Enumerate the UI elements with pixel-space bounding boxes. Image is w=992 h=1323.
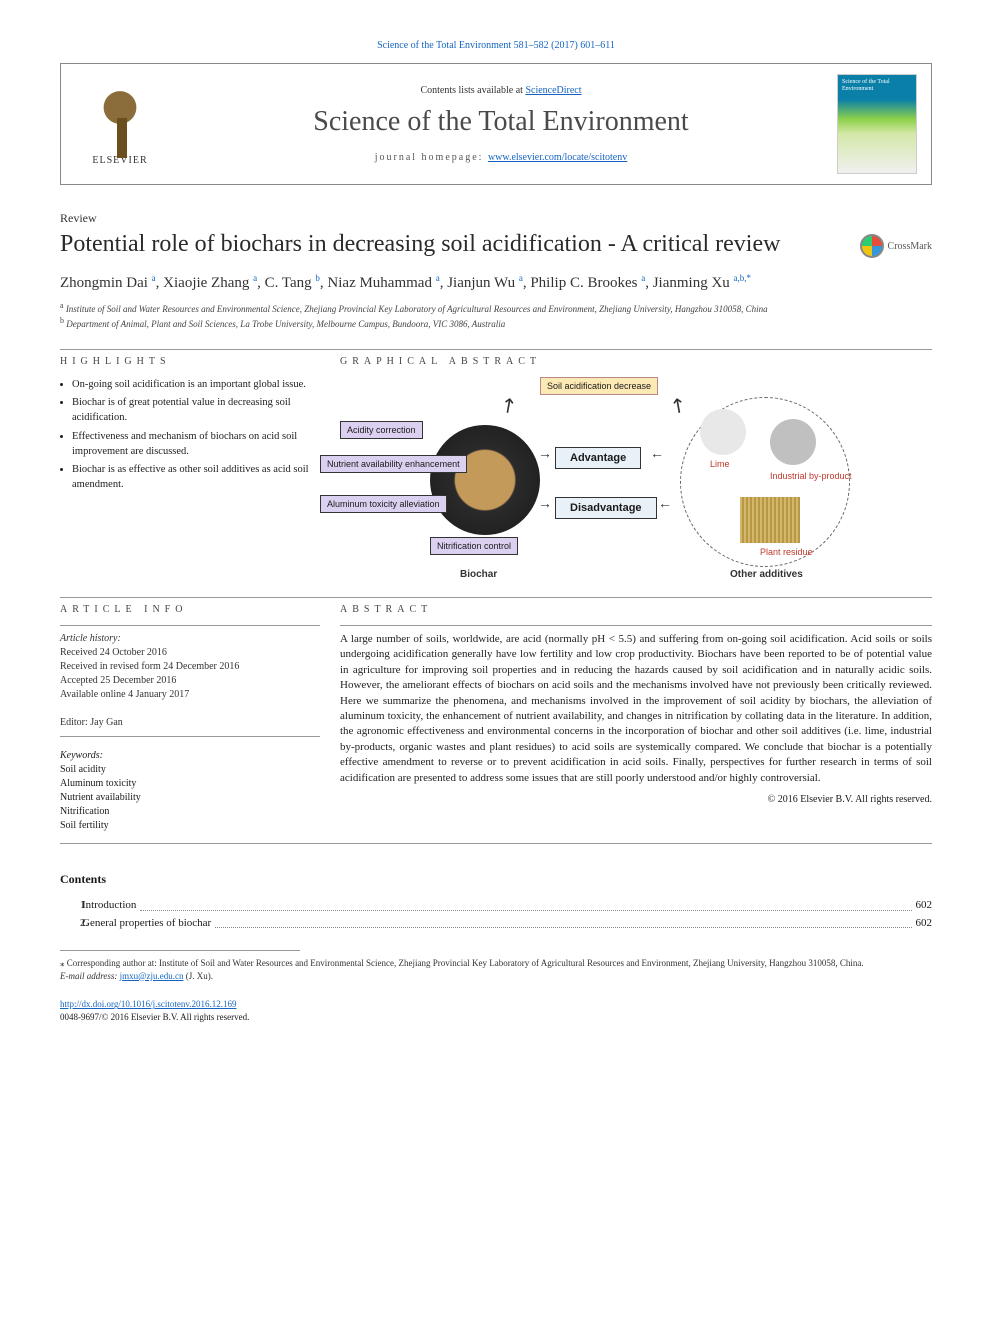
ga-other-label: Other additives [730,569,803,580]
ga-biochar-circle [430,425,540,535]
ga-arrow-icon: ← [658,495,672,511]
journal-cover-thumb: Science of the Total Environment [837,74,917,174]
ga-arrow-icon: ↗ [494,390,522,420]
toc-dots [215,915,911,929]
received-date: Received 24 October 2016 [60,646,320,660]
keyword-item: Nutrient availability [60,791,320,805]
journal-title: Science of the Total Environment [165,106,837,138]
corresponding-author: ⁎ Corresponding author at: Institute of … [60,957,932,970]
homepage-prefix: journal homepage: [375,152,488,163]
journal-homepage-link[interactable]: www.elsevier.com/locate/scitotenv [488,152,627,163]
toc-num: 2. [60,915,82,933]
elsevier-tree-icon [85,83,155,153]
journal-header: ELSEVIER Contents lists available at Sci… [60,63,932,185]
graphical-abstract: Soil acidification decrease ↗ ↖ Acidity … [340,377,932,587]
cover-label: Science of the Total Environment [842,79,916,92]
doi-link[interactable]: http://dx.doi.org/10.1016/j.scitotenv.20… [60,999,237,1009]
keyword-item: Soil acidity [60,763,320,777]
graphical-abstract-label: GRAPHICAL ABSTRACT [340,356,932,367]
toc-dots [140,897,911,911]
ga-top-box: Soil acidification decrease [540,377,658,395]
ga-lime-label: Lime [710,459,730,469]
email-suffix: (J. Xu). [183,971,213,981]
toc-row: 2.General properties of biochar 602 [60,915,932,933]
email-label: E-mail address: [60,971,120,981]
online-date: Available online 4 January 2017 [60,688,320,702]
footnotes: ⁎ Corresponding author at: Institute of … [60,957,932,982]
crossmark-label: CrossMark [888,241,932,252]
issn-line: 0048-9697/© 2016 Elsevier B.V. All right… [60,1011,932,1024]
revised-date: Received in revised form 24 December 201… [60,660,320,674]
ga-arrow-icon: ↖ [664,390,692,420]
highlight-item: Effectiveness and mechanism of biochars … [72,429,320,459]
highlights-label: HIGHLIGHTS [60,356,320,367]
crossmark-icon [860,234,884,258]
article-type: Review [60,211,932,226]
toc-row: 1.Introduction 602 [60,897,932,915]
bottom-info: http://dx.doi.org/10.1016/j.scitotenv.20… [60,998,932,1023]
ga-industrial-label: Industrial by-product [770,471,852,481]
ga-plant-label: Plant residue [760,547,813,557]
article-info-label: ARTICLE INFO [60,604,320,615]
highlight-item: Biochar is of great potential value in d… [72,395,320,425]
ga-disadvantage-box: Disadvantage [555,497,657,519]
highlight-item: On-going soil acidification is an import… [72,377,320,392]
highlights-list: On-going soil acidification is an import… [60,377,320,493]
affiliations: a Institute of Soil and Water Resources … [60,300,932,331]
running-head: Science of the Total Environment 581–582… [60,40,932,51]
contents-prefix: Contents lists available at [420,85,525,96]
ga-left-box: Acidity correction [340,421,423,439]
ga-lime-icon [700,409,746,455]
contents-section: Contents 1.Introduction 6022.General pro… [60,872,932,932]
keywords-block: Keywords: Soil acidityAluminum toxicityN… [60,749,320,833]
editor-name: Jay Gan [90,717,123,728]
toc-page: 602 [916,897,933,915]
abstract-label: ABSTRACT [340,604,932,615]
keywords-head: Keywords: [60,749,320,763]
ga-biochar-label: Biochar [460,569,497,580]
ga-left-box: Nitrification control [430,537,518,555]
keyword-item: Nitrification [60,805,320,819]
keyword-item: Aluminum toxicity [60,777,320,791]
article-title: Potential role of biochars in decreasing… [60,230,850,259]
ga-arrow-icon: ← [650,445,664,461]
abstract-text: A large number of soils, worldwide, are … [340,632,932,786]
copyright-line: © 2016 Elsevier B.V. All rights reserved… [340,794,932,805]
article-history: Article history: Received 24 October 201… [60,632,320,730]
affiliation-a: Institute of Soil and Water Resources an… [66,304,768,314]
history-head: Article history: [60,632,320,646]
ga-industrial-icon [770,419,816,465]
ga-left-box: Aluminum toxicity alleviation [320,495,447,513]
ga-arrow-icon: → [538,495,552,511]
toc-num: 1. [60,897,82,915]
ga-advantage-box: Advantage [555,447,641,469]
ga-arrow-icon: → [538,445,552,461]
sciencedirect-link[interactable]: ScienceDirect [525,85,581,96]
elsevier-logo: ELSEVIER [75,74,165,174]
authors-line: Zhongmin Dai a, Xiaojie Zhang a, C. Tang… [60,273,932,292]
affiliation-b: Department of Animal, Plant and Soil Sci… [66,319,505,329]
editor-label: Editor: [60,717,90,728]
contents-lists-line: Contents lists available at ScienceDirec… [165,85,837,96]
journal-homepage-line: journal homepage: www.elsevier.com/locat… [165,152,837,163]
toc-page: 602 [916,915,933,933]
highlight-item: Biochar is as effective as other soil ad… [72,462,320,492]
email-link[interactable]: jmxu@zju.edu.cn [120,971,184,981]
keyword-item: Soil fertility [60,819,320,833]
ga-plant-icon [740,497,800,543]
ga-left-box: Nutrient availability enhancement [320,455,467,473]
toc-title: General properties of biochar [82,915,211,933]
accepted-date: Accepted 25 December 2016 [60,674,320,688]
crossmark-badge[interactable]: CrossMark [860,234,932,258]
contents-head: Contents [60,872,932,887]
toc-title: Introduction [82,897,136,915]
